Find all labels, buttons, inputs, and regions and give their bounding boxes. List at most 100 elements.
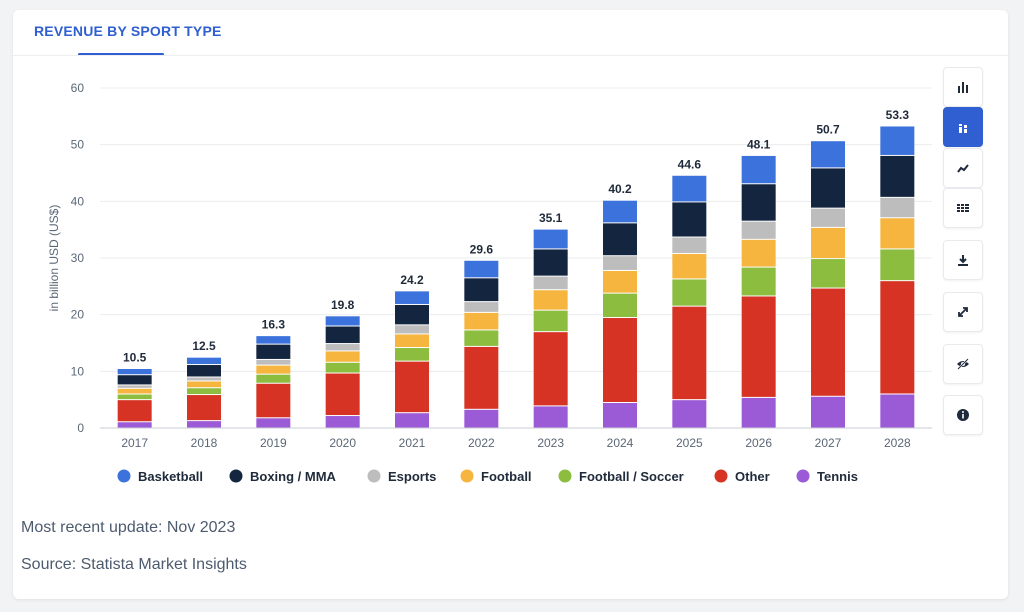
- legend-swatch[interactable]: [796, 469, 810, 483]
- bar-segment[interactable]: [603, 403, 637, 428]
- bar-segment[interactable]: [117, 422, 152, 428]
- stacked-bar-button[interactable]: [943, 107, 983, 147]
- bar-segment[interactable]: [464, 409, 499, 428]
- info-button[interactable]: [943, 395, 983, 435]
- bar-segment[interactable]: [603, 270, 637, 293]
- bar-segment[interactable]: [117, 385, 152, 388]
- legend-label[interactable]: Basketball: [138, 469, 203, 484]
- bar-segment[interactable]: [672, 175, 707, 202]
- bar-segment[interactable]: [533, 276, 568, 290]
- bar-segment[interactable]: [187, 365, 221, 377]
- bar-segment[interactable]: [325, 344, 360, 351]
- bar-segment[interactable]: [533, 290, 568, 310]
- bar-segment[interactable]: [880, 249, 915, 281]
- bar-segment[interactable]: [672, 306, 707, 400]
- bar-segment[interactable]: [533, 229, 568, 249]
- bar-segment[interactable]: [533, 249, 568, 276]
- legend-swatch[interactable]: [117, 469, 131, 483]
- bar-segment[interactable]: [256, 374, 291, 383]
- bar-segment[interactable]: [741, 221, 776, 239]
- bar-segment[interactable]: [325, 362, 360, 373]
- bar-segment[interactable]: [880, 126, 915, 155]
- bar-segment[interactable]: [603, 318, 637, 402]
- bar-segment[interactable]: [533, 310, 568, 332]
- bar-segment[interactable]: [811, 168, 845, 208]
- legend-label[interactable]: Boxing / MMA: [250, 469, 337, 484]
- bar-segment[interactable]: [187, 395, 221, 421]
- bar-segment[interactable]: [464, 312, 499, 330]
- bar-segment[interactable]: [187, 381, 221, 388]
- bar-segment[interactable]: [256, 336, 291, 344]
- bar-segment[interactable]: [741, 397, 776, 428]
- legend-swatch[interactable]: [229, 469, 243, 483]
- bar-segment[interactable]: [880, 218, 915, 249]
- bar-segment[interactable]: [395, 291, 429, 304]
- bar-segment[interactable]: [325, 326, 360, 344]
- legend-swatch[interactable]: [367, 469, 381, 483]
- bar-segment[interactable]: [117, 369, 152, 375]
- bar-segment[interactable]: [741, 239, 776, 267]
- bar-segment[interactable]: [395, 413, 429, 428]
- bar-segment[interactable]: [811, 208, 845, 227]
- bar-segment[interactable]: [117, 400, 152, 422]
- bar-segment[interactable]: [256, 359, 291, 365]
- tab-revenue-by-sport-type[interactable]: REVENUE BY SPORT TYPE: [34, 23, 222, 39]
- bar-segment[interactable]: [603, 256, 637, 270]
- legend-label[interactable]: Football: [481, 469, 532, 484]
- bar-segment[interactable]: [325, 351, 360, 362]
- bar-segment[interactable]: [741, 184, 776, 221]
- table-view-button[interactable]: [943, 188, 983, 228]
- bar-segment[interactable]: [672, 253, 707, 279]
- bar-segment[interactable]: [187, 357, 221, 365]
- bar-segment[interactable]: [880, 394, 915, 428]
- bar-segment[interactable]: [464, 260, 499, 278]
- bar-segment[interactable]: [256, 365, 291, 374]
- bar-segment[interactable]: [256, 418, 291, 428]
- legend-label[interactable]: Football / Soccer: [579, 469, 684, 484]
- bar-segment[interactable]: [117, 394, 152, 400]
- bar-segment[interactable]: [741, 155, 776, 184]
- bar-segment[interactable]: [464, 346, 499, 409]
- bar-segment[interactable]: [741, 267, 776, 296]
- bar-segment[interactable]: [464, 330, 499, 346]
- hide-series-button[interactable]: [943, 344, 983, 384]
- bar-chart-button[interactable]: [943, 67, 983, 107]
- legend-label[interactable]: Tennis: [817, 469, 858, 484]
- bar-segment[interactable]: [672, 202, 707, 237]
- legend-label[interactable]: Esports: [388, 469, 436, 484]
- bar-segment[interactable]: [325, 373, 360, 416]
- fullscreen-button[interactable]: [943, 292, 983, 332]
- bar-segment[interactable]: [325, 316, 360, 326]
- bar-segment[interactable]: [395, 325, 429, 334]
- bar-segment[interactable]: [811, 141, 845, 168]
- bar-segment[interactable]: [603, 293, 637, 317]
- bar-segment[interactable]: [464, 278, 499, 302]
- bar-segment[interactable]: [672, 400, 707, 428]
- bar-segment[interactable]: [533, 406, 568, 428]
- bar-segment[interactable]: [464, 302, 499, 312]
- bar-segment[interactable]: [187, 377, 221, 381]
- bar-segment[interactable]: [880, 281, 915, 394]
- legend-label[interactable]: Other: [735, 469, 770, 484]
- download-button[interactable]: [943, 240, 983, 280]
- bar-segment[interactable]: [811, 396, 845, 428]
- bar-segment[interactable]: [603, 200, 637, 223]
- bar-segment[interactable]: [395, 304, 429, 325]
- bar-segment[interactable]: [395, 361, 429, 413]
- bar-segment[interactable]: [672, 237, 707, 253]
- bar-segment[interactable]: [187, 421, 221, 428]
- legend-swatch[interactable]: [714, 469, 728, 483]
- legend-swatch[interactable]: [558, 469, 572, 483]
- bar-segment[interactable]: [395, 334, 429, 348]
- bar-segment[interactable]: [256, 383, 291, 418]
- bar-segment[interactable]: [880, 197, 915, 218]
- bar-segment[interactable]: [117, 375, 152, 385]
- bar-segment[interactable]: [603, 223, 637, 256]
- bar-segment[interactable]: [811, 259, 845, 288]
- bar-segment[interactable]: [325, 416, 360, 428]
- bar-segment[interactable]: [256, 344, 291, 359]
- bar-segment[interactable]: [811, 288, 845, 396]
- legend-swatch[interactable]: [460, 469, 474, 483]
- bar-segment[interactable]: [395, 348, 429, 361]
- bar-segment[interactable]: [672, 279, 707, 306]
